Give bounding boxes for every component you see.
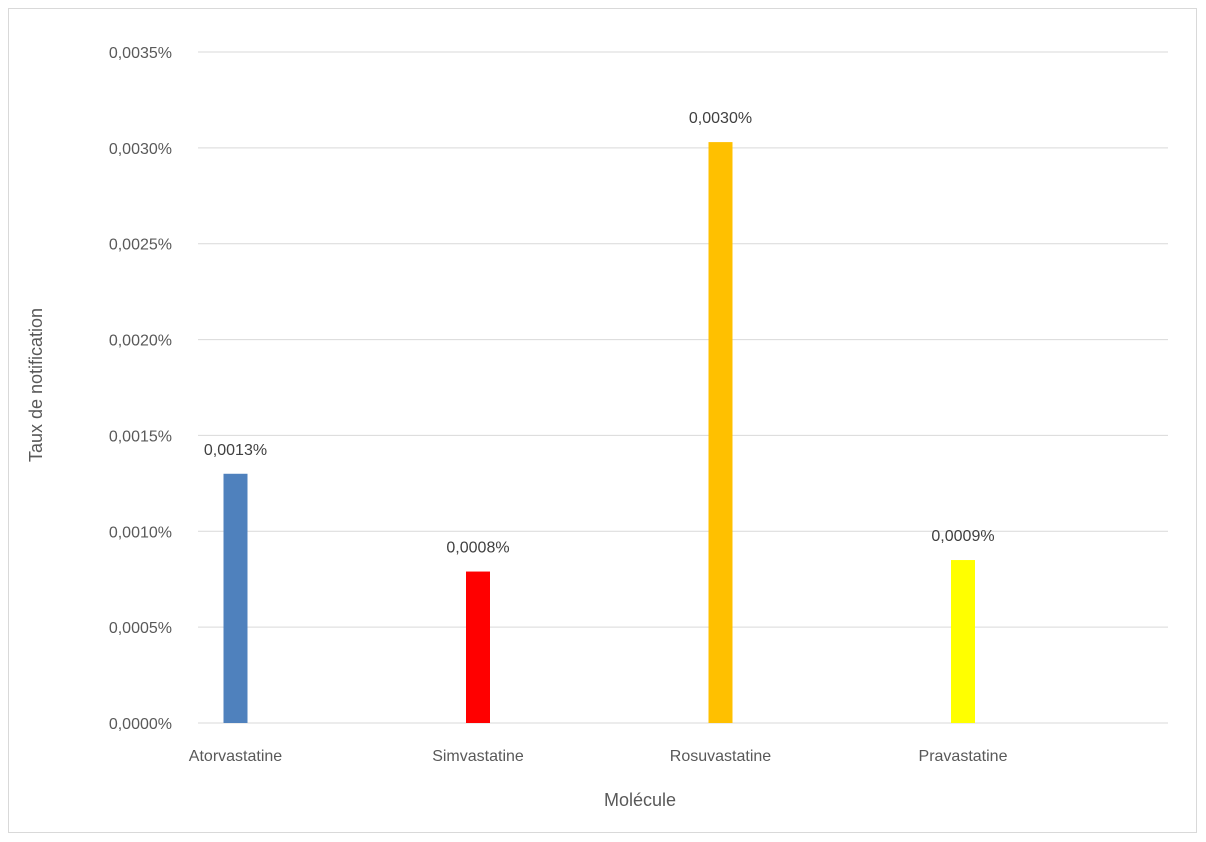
- y-tick-label: 0,0000%: [109, 716, 172, 733]
- y-tick-label: 0,0005%: [109, 620, 172, 637]
- bar-pravastatine: [951, 560, 975, 723]
- x-axis-categories: Atorvastatine Simvastatine Rosuvastatine Pr…: [189, 748, 1008, 765]
- x-axis-title: Molécule: [604, 790, 676, 810]
- y-tick-label: 0,0030%: [109, 141, 172, 158]
- y-axis-ticks: 0,0000% 0,0005% 0,0010% 0,0015% 0,0020% 0,002…: [109, 45, 172, 733]
- chart-frame: [8, 8, 1197, 833]
- bar-simvastatine: [466, 571, 490, 723]
- data-label: 0,0013%: [204, 442, 267, 459]
- y-tick-label: 0,0020%: [109, 333, 172, 350]
- data-label: 0,0009%: [931, 528, 994, 545]
- y-tick-label: 0,0015%: [109, 428, 172, 445]
- data-label: 0,0030%: [689, 110, 752, 127]
- y-tick-label: 0,0035%: [109, 45, 172, 62]
- bar-rosuvastatine: [708, 142, 733, 723]
- x-category-label: Atorvastatine: [189, 748, 282, 765]
- gridlines: [198, 51, 1168, 724]
- data-labels: 0,0013% 0,0008% 0,0030% 0,0009%: [204, 110, 995, 556]
- data-label: 0,0008%: [446, 540, 509, 557]
- y-tick-label: 0,0010%: [109, 524, 172, 541]
- bar-atorvastatine: [223, 473, 248, 723]
- bars: [223, 142, 975, 723]
- x-category-label: Simvastatine: [432, 748, 524, 765]
- y-axis-title: Taux de notification: [26, 308, 46, 462]
- y-tick-label: 0,0025%: [109, 237, 172, 254]
- x-category-label: Rosuvastatine: [670, 748, 771, 765]
- x-category-label: Pravastatine: [919, 748, 1008, 765]
